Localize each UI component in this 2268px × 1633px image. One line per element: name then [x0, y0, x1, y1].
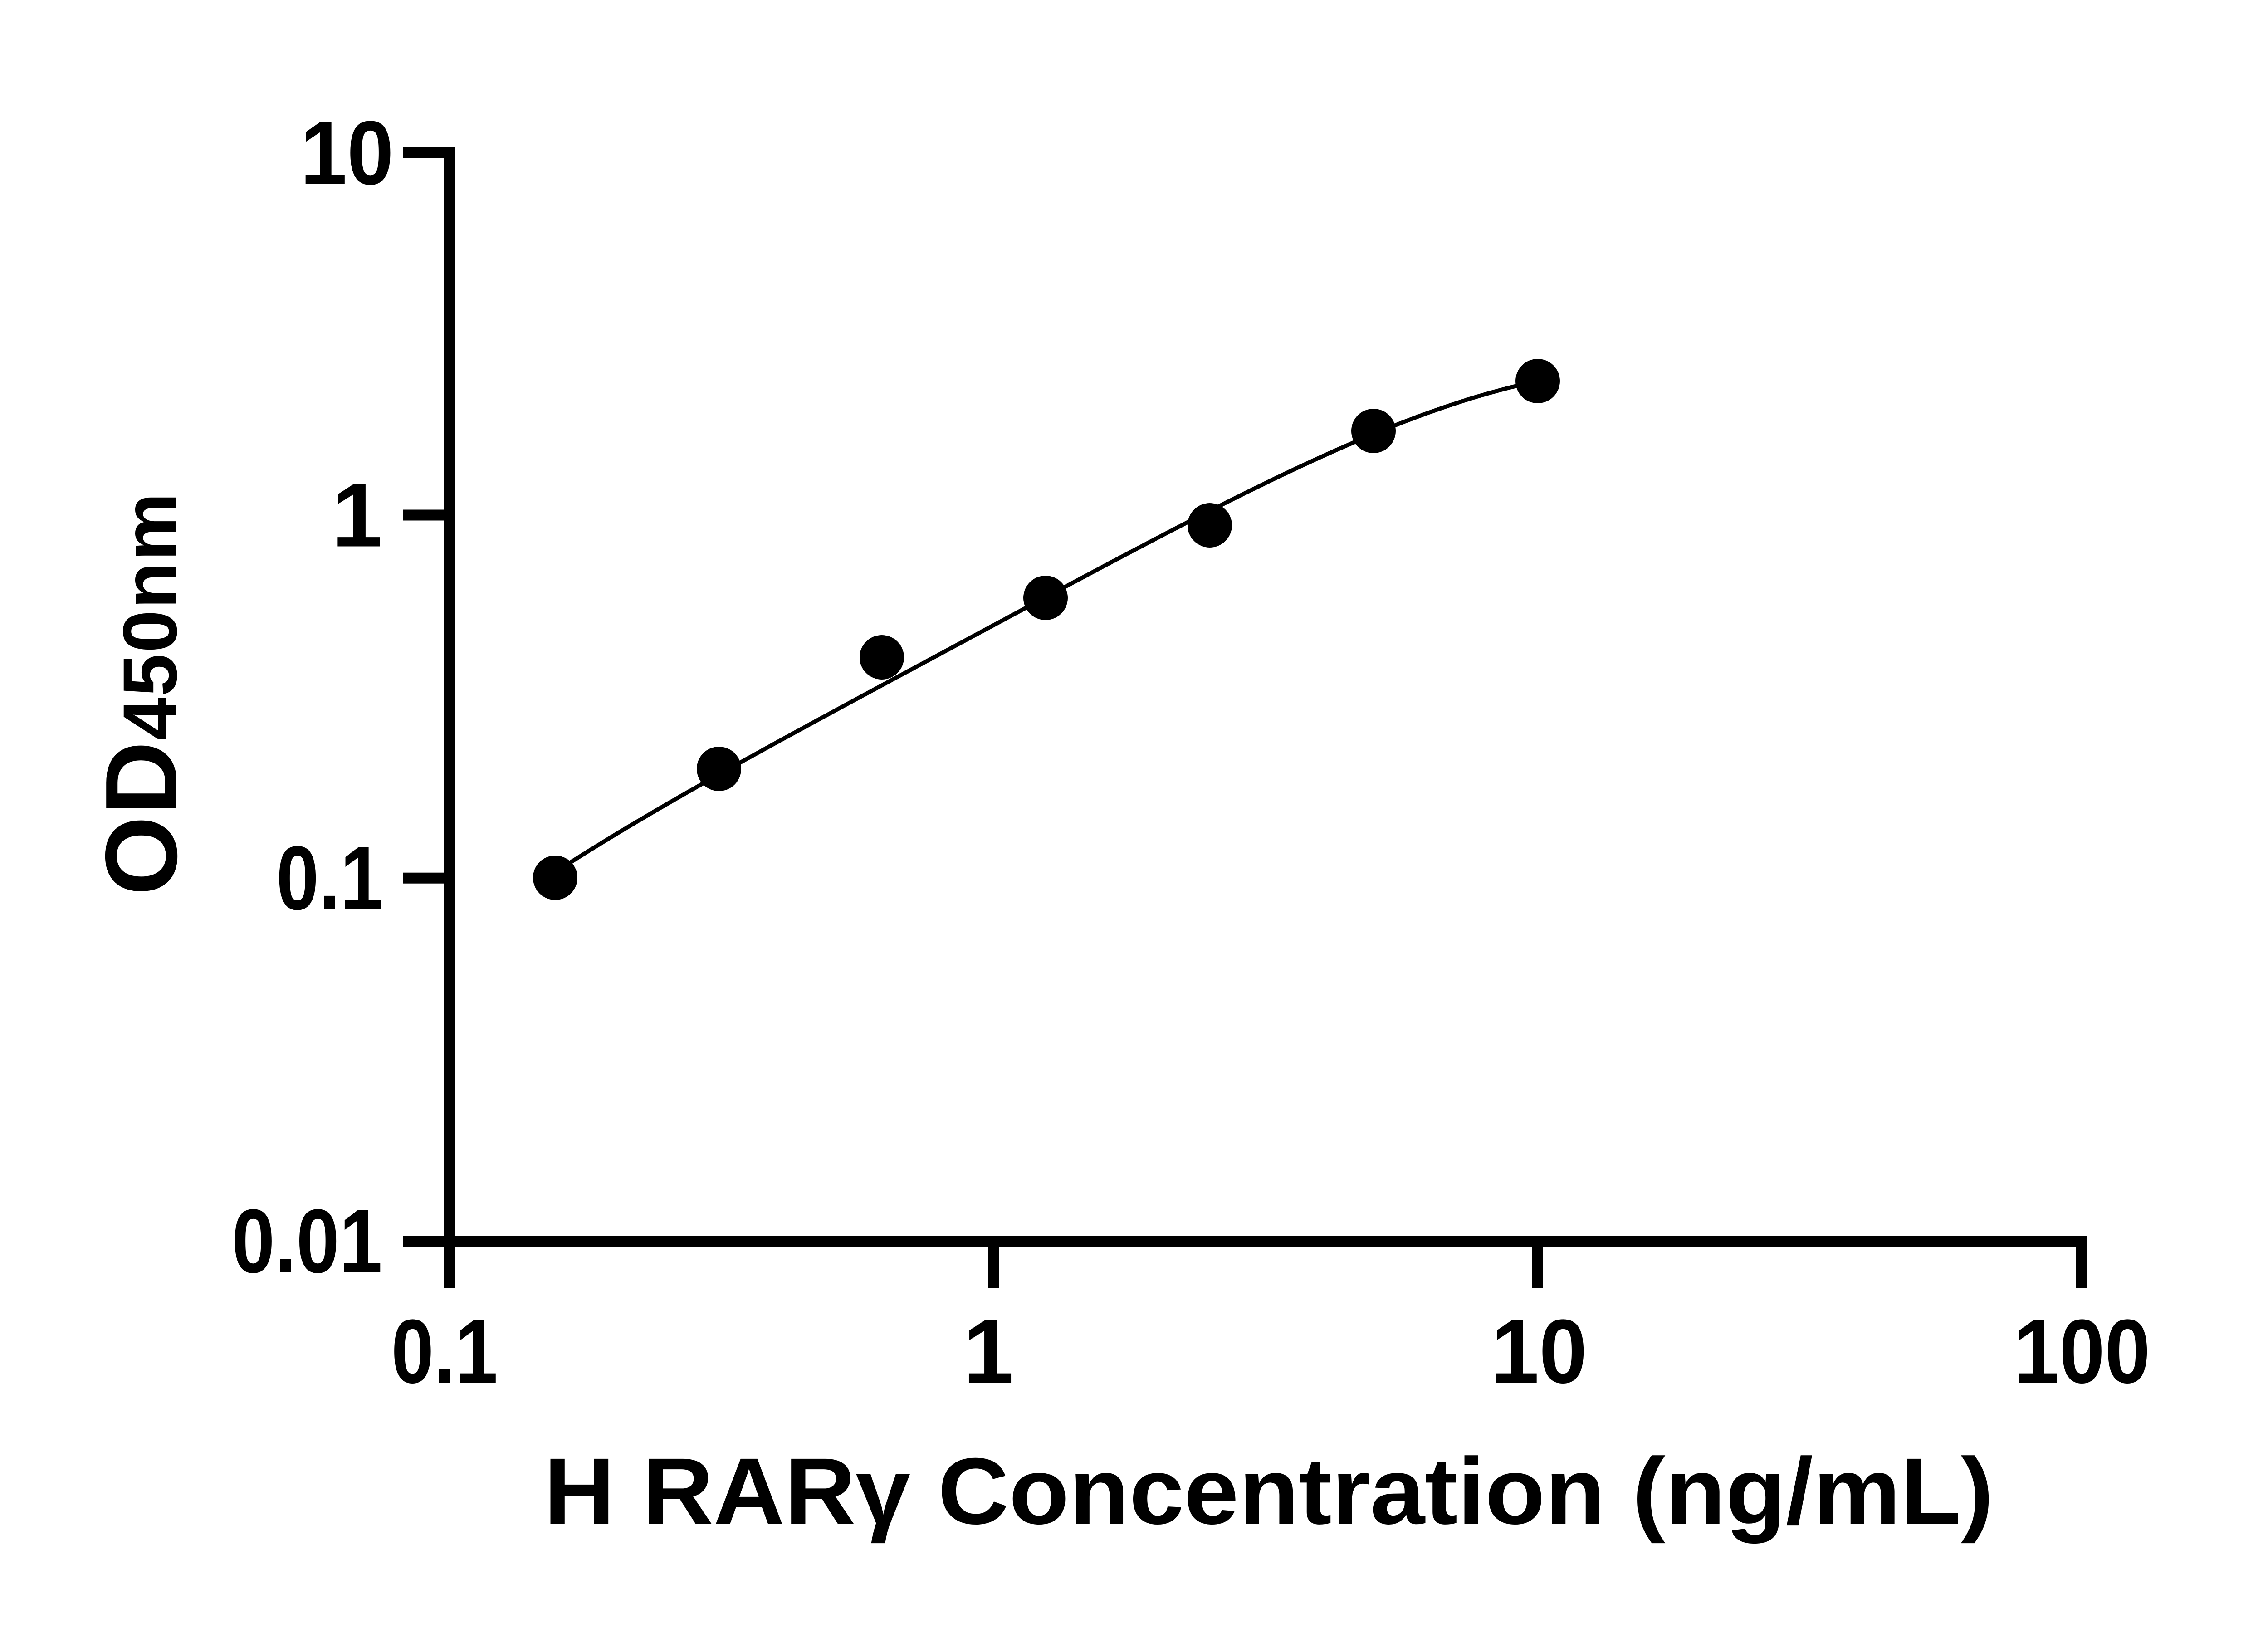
- svg-text:10: 10: [1491, 1301, 1587, 1402]
- svg-text:10: 10: [300, 103, 394, 204]
- svg-text:H RARγ Concentration (ng/mL): H RARγ Concentration (ng/mL): [544, 1439, 1994, 1544]
- svg-text:1: 1: [332, 465, 382, 566]
- svg-text:OD450nm: OD450nm: [84, 492, 198, 895]
- svg-text:0.1: 0.1: [276, 828, 383, 929]
- svg-text:0.01: 0.01: [232, 1191, 382, 1292]
- svg-text:0.1: 0.1: [391, 1301, 498, 1402]
- svg-text:1: 1: [963, 1301, 1013, 1402]
- svg-text:100: 100: [2014, 1301, 2151, 1402]
